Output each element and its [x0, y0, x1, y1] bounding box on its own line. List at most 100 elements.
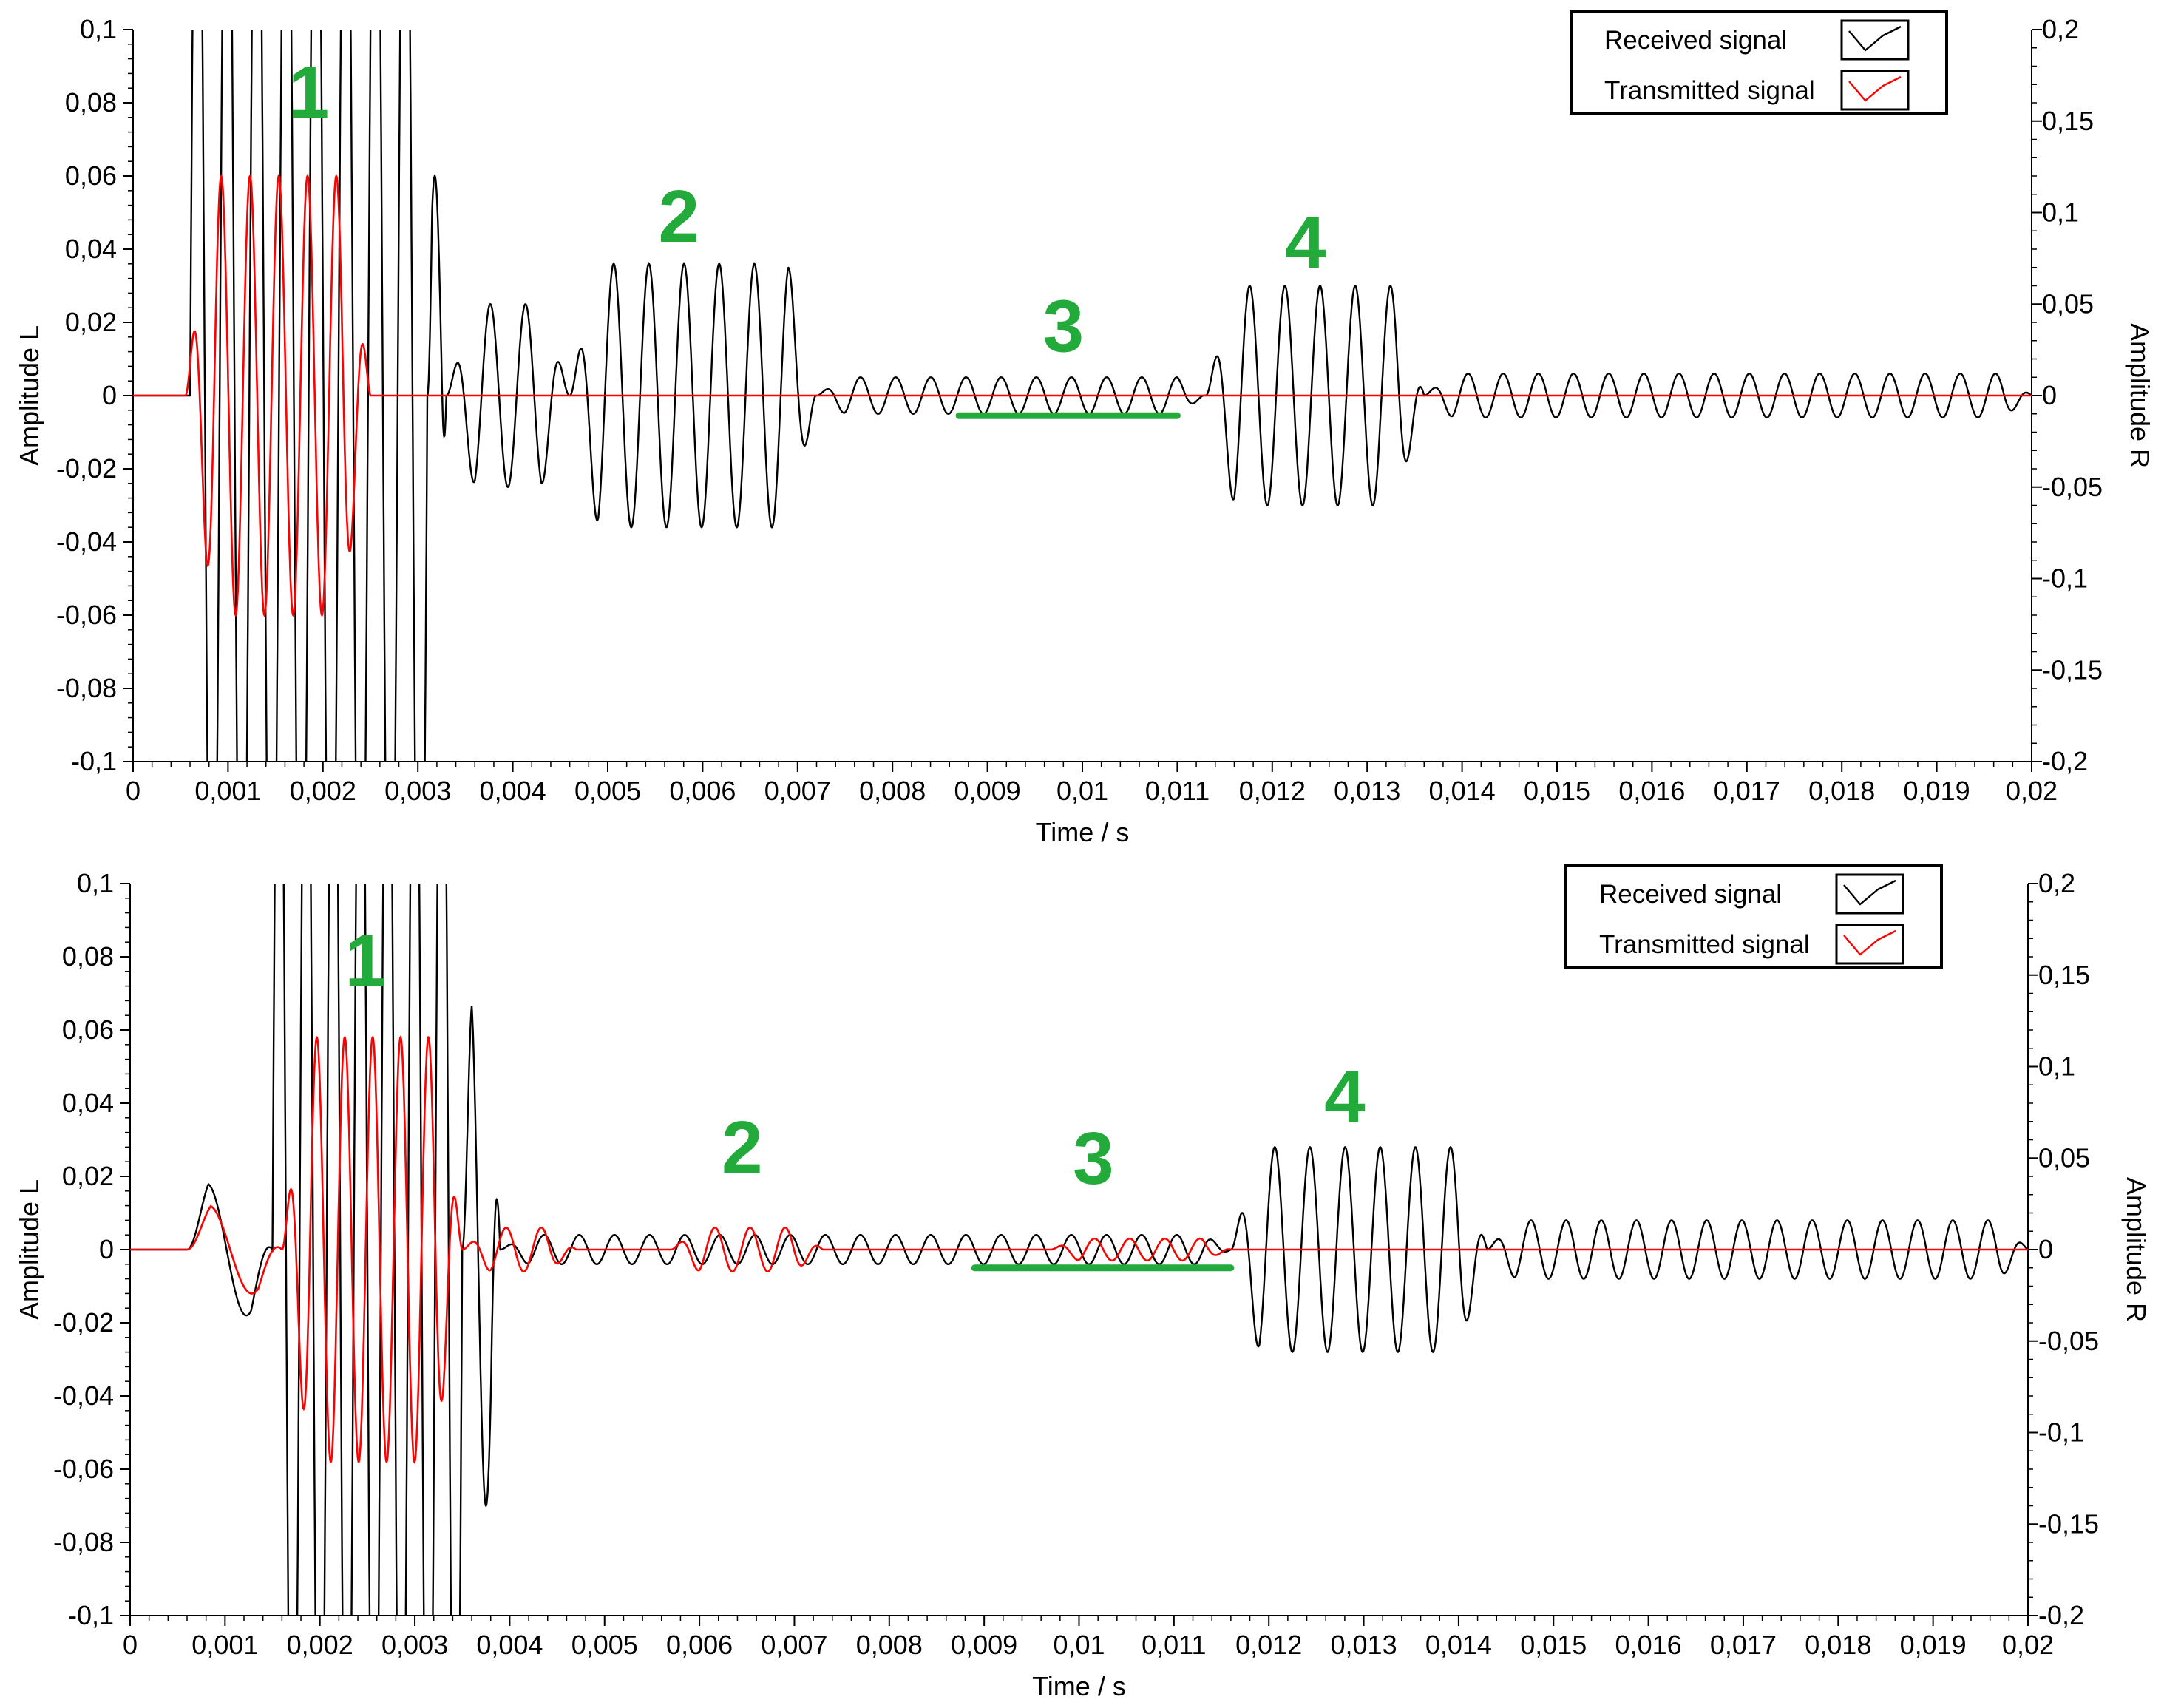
x-tick-label: 0,004 [476, 1630, 543, 1660]
x-tick-label: 0,01 [1053, 1630, 1105, 1660]
x-tick-label: 0,003 [381, 1630, 448, 1660]
y-right-tick-label: 0,2 [2042, 14, 2079, 44]
annotation-label-4: 4 [1324, 1055, 1366, 1138]
y-right-tick-label: 0,1 [2042, 197, 2079, 228]
y-left-tick-label: 0,06 [65, 160, 117, 191]
x-tick-label: 0,002 [287, 1630, 353, 1660]
x-tick-label: 0,012 [1235, 1630, 1302, 1660]
legend-swatch-box [1840, 19, 1910, 61]
x-tick-label: 0,015 [1520, 1630, 1587, 1660]
x-tick-label: 0,016 [1615, 1630, 1682, 1660]
y-right-tick-label: -0,05 [2042, 472, 2103, 502]
x-tick-label: 0,006 [666, 1630, 733, 1660]
x-tick-label: 0,009 [954, 776, 1021, 806]
legend-swatch-box [1835, 924, 1904, 965]
y-right-tick-label: 0,2 [2038, 868, 2075, 898]
y-axis-right-title: Amplitude R [2125, 323, 2155, 468]
y-right-tick-label: 0,05 [2042, 288, 2094, 319]
chart-svg-bottom: 0 0,001 0,002 0,003 0,004 0,005 0,006 0,007 0,00… [14, 864, 2151, 1701]
y-left-tick-label: -0,06 [53, 1454, 114, 1484]
y-left-tick-label: 0,1 [77, 868, 114, 898]
x-tick-label: 0,005 [574, 776, 641, 806]
x-tick-label: 0,001 [194, 776, 261, 806]
y-left-tick-label: -0,04 [56, 526, 117, 557]
x-tick-label: 0,012 [1239, 776, 1306, 806]
y-left-tick-label: -0,1 [68, 1600, 114, 1630]
y-right-tick-label: -0,2 [2042, 746, 2088, 776]
y-left-tick-label: -0,02 [56, 453, 117, 484]
legend-swatch-transmitted [1843, 929, 1896, 956]
y-left-tick-label: -0,06 [56, 600, 117, 630]
y-right-tick-label: -0,2 [2038, 1600, 2084, 1630]
y-axis-right-title: Amplitude R [2121, 1177, 2151, 1322]
y-left-tick-label: -0,1 [71, 746, 117, 776]
y-right-tick-label: -0,05 [2038, 1326, 2099, 1356]
y-left-tick-label: 0,04 [62, 1088, 114, 1118]
legend-label: Transmitted signal [1604, 76, 1815, 105]
y-left-tick-label: 0,08 [62, 941, 114, 972]
y-right-tick-label: 0 [2038, 1234, 2053, 1264]
x-axis-title: Time / s [1032, 1671, 1126, 1701]
y-left-tick-label: -0,02 [53, 1307, 114, 1338]
x-tick-label: 0,011 [1142, 1630, 1206, 1660]
series-received-line [133, 30, 2032, 762]
x-tick-label: 0,013 [1331, 1630, 1397, 1660]
x-tick-label: 0,006 [669, 776, 736, 806]
x-tick-label: 0 [126, 776, 140, 806]
x-tick-label: 0,007 [764, 776, 831, 806]
y-left-tick-label: 0,06 [62, 1014, 114, 1045]
legend-swatch-received [1848, 25, 1902, 52]
y-left-tick-label: -0,04 [53, 1380, 114, 1411]
y-right-tick-label: 0 [2042, 380, 2057, 410]
x-tick-label: 0,007 [761, 1630, 827, 1660]
legend-label: Received signal [1599, 880, 1782, 909]
annotation-label-1: 1 [288, 51, 330, 134]
x-tick-label: 0,011 [1145, 776, 1210, 806]
series-received-line [130, 884, 2028, 1616]
x-tick-label: 0,014 [1425, 1630, 1492, 1660]
y-right-tick-label: -0,15 [2042, 654, 2103, 685]
y-right-tick-label: 0,15 [2042, 106, 2094, 136]
x-axis-title: Time / s [1036, 817, 1130, 847]
x-tick-label: 0,019 [1904, 776, 1970, 806]
annotation-label-3: 3 [1073, 1117, 1114, 1200]
legend-swatch-box [1840, 70, 1910, 111]
annotation-label-4: 4 [1285, 201, 1326, 284]
annotation-label-2: 2 [658, 175, 699, 258]
x-tick-label: 0,017 [1714, 776, 1780, 806]
y-right-tick-label: -0,1 [2038, 1417, 2084, 1448]
x-tick-label: 0,001 [191, 1630, 258, 1660]
y-left-tick-label: 0,02 [62, 1161, 114, 1191]
x-tick-label: 0 [123, 1630, 138, 1660]
legend-label: Received signal [1604, 26, 1787, 55]
y-left-tick-label: 0 [99, 1234, 114, 1264]
x-tick-label: 0,016 [1618, 776, 1685, 806]
legend-label: Transmitted signal [1599, 930, 1810, 959]
x-tick-label: 0,003 [384, 776, 451, 806]
x-tick-label: 0,02 [2006, 776, 2058, 806]
annotation-label-1: 1 [345, 920, 386, 1003]
x-tick-label: 0,017 [1710, 1630, 1777, 1660]
legend-swatch-transmitted [1848, 75, 1902, 102]
x-tick-label: 0,02 [2002, 1630, 2054, 1660]
y-right-tick-label: -0,1 [2042, 563, 2088, 594]
y-left-tick-label: 0,04 [65, 234, 117, 264]
x-tick-label: 0,013 [1334, 776, 1400, 806]
series-transmitted-line [133, 174, 2032, 617]
chart-panel-top: 0 0,001 0,002 0,003 0,004 0,005 0,006 0,007 0,00… [14, 10, 2155, 847]
x-tick-label: 0,018 [1808, 776, 1875, 806]
chart-panel-bottom: 0 0,001 0,002 0,003 0,004 0,005 0,006 0,007 0,00… [0, 854, 2164, 1708]
y-right-tick-label: 0,15 [2038, 960, 2090, 990]
y-right-tick-label: 0,05 [2038, 1142, 2090, 1173]
legend-swatch-box [1835, 873, 1904, 915]
chart-svg-top: 0 0,001 0,002 0,003 0,004 0,005 0,006 0,007 0,00… [14, 10, 2155, 847]
x-tick-label: 0,002 [290, 776, 356, 806]
x-tick-label: 0,015 [1524, 776, 1590, 806]
x-tick-label: 0,005 [571, 1630, 638, 1660]
y-right-tick-label: 0,1 [2038, 1051, 2075, 1082]
x-tick-label: 0,01 [1056, 776, 1108, 806]
x-tick-label: 0,009 [951, 1630, 1017, 1660]
x-tick-label: 0,014 [1429, 776, 1496, 806]
x-tick-label: 0,004 [480, 776, 546, 806]
x-tick-label: 0,018 [1805, 1630, 1871, 1660]
